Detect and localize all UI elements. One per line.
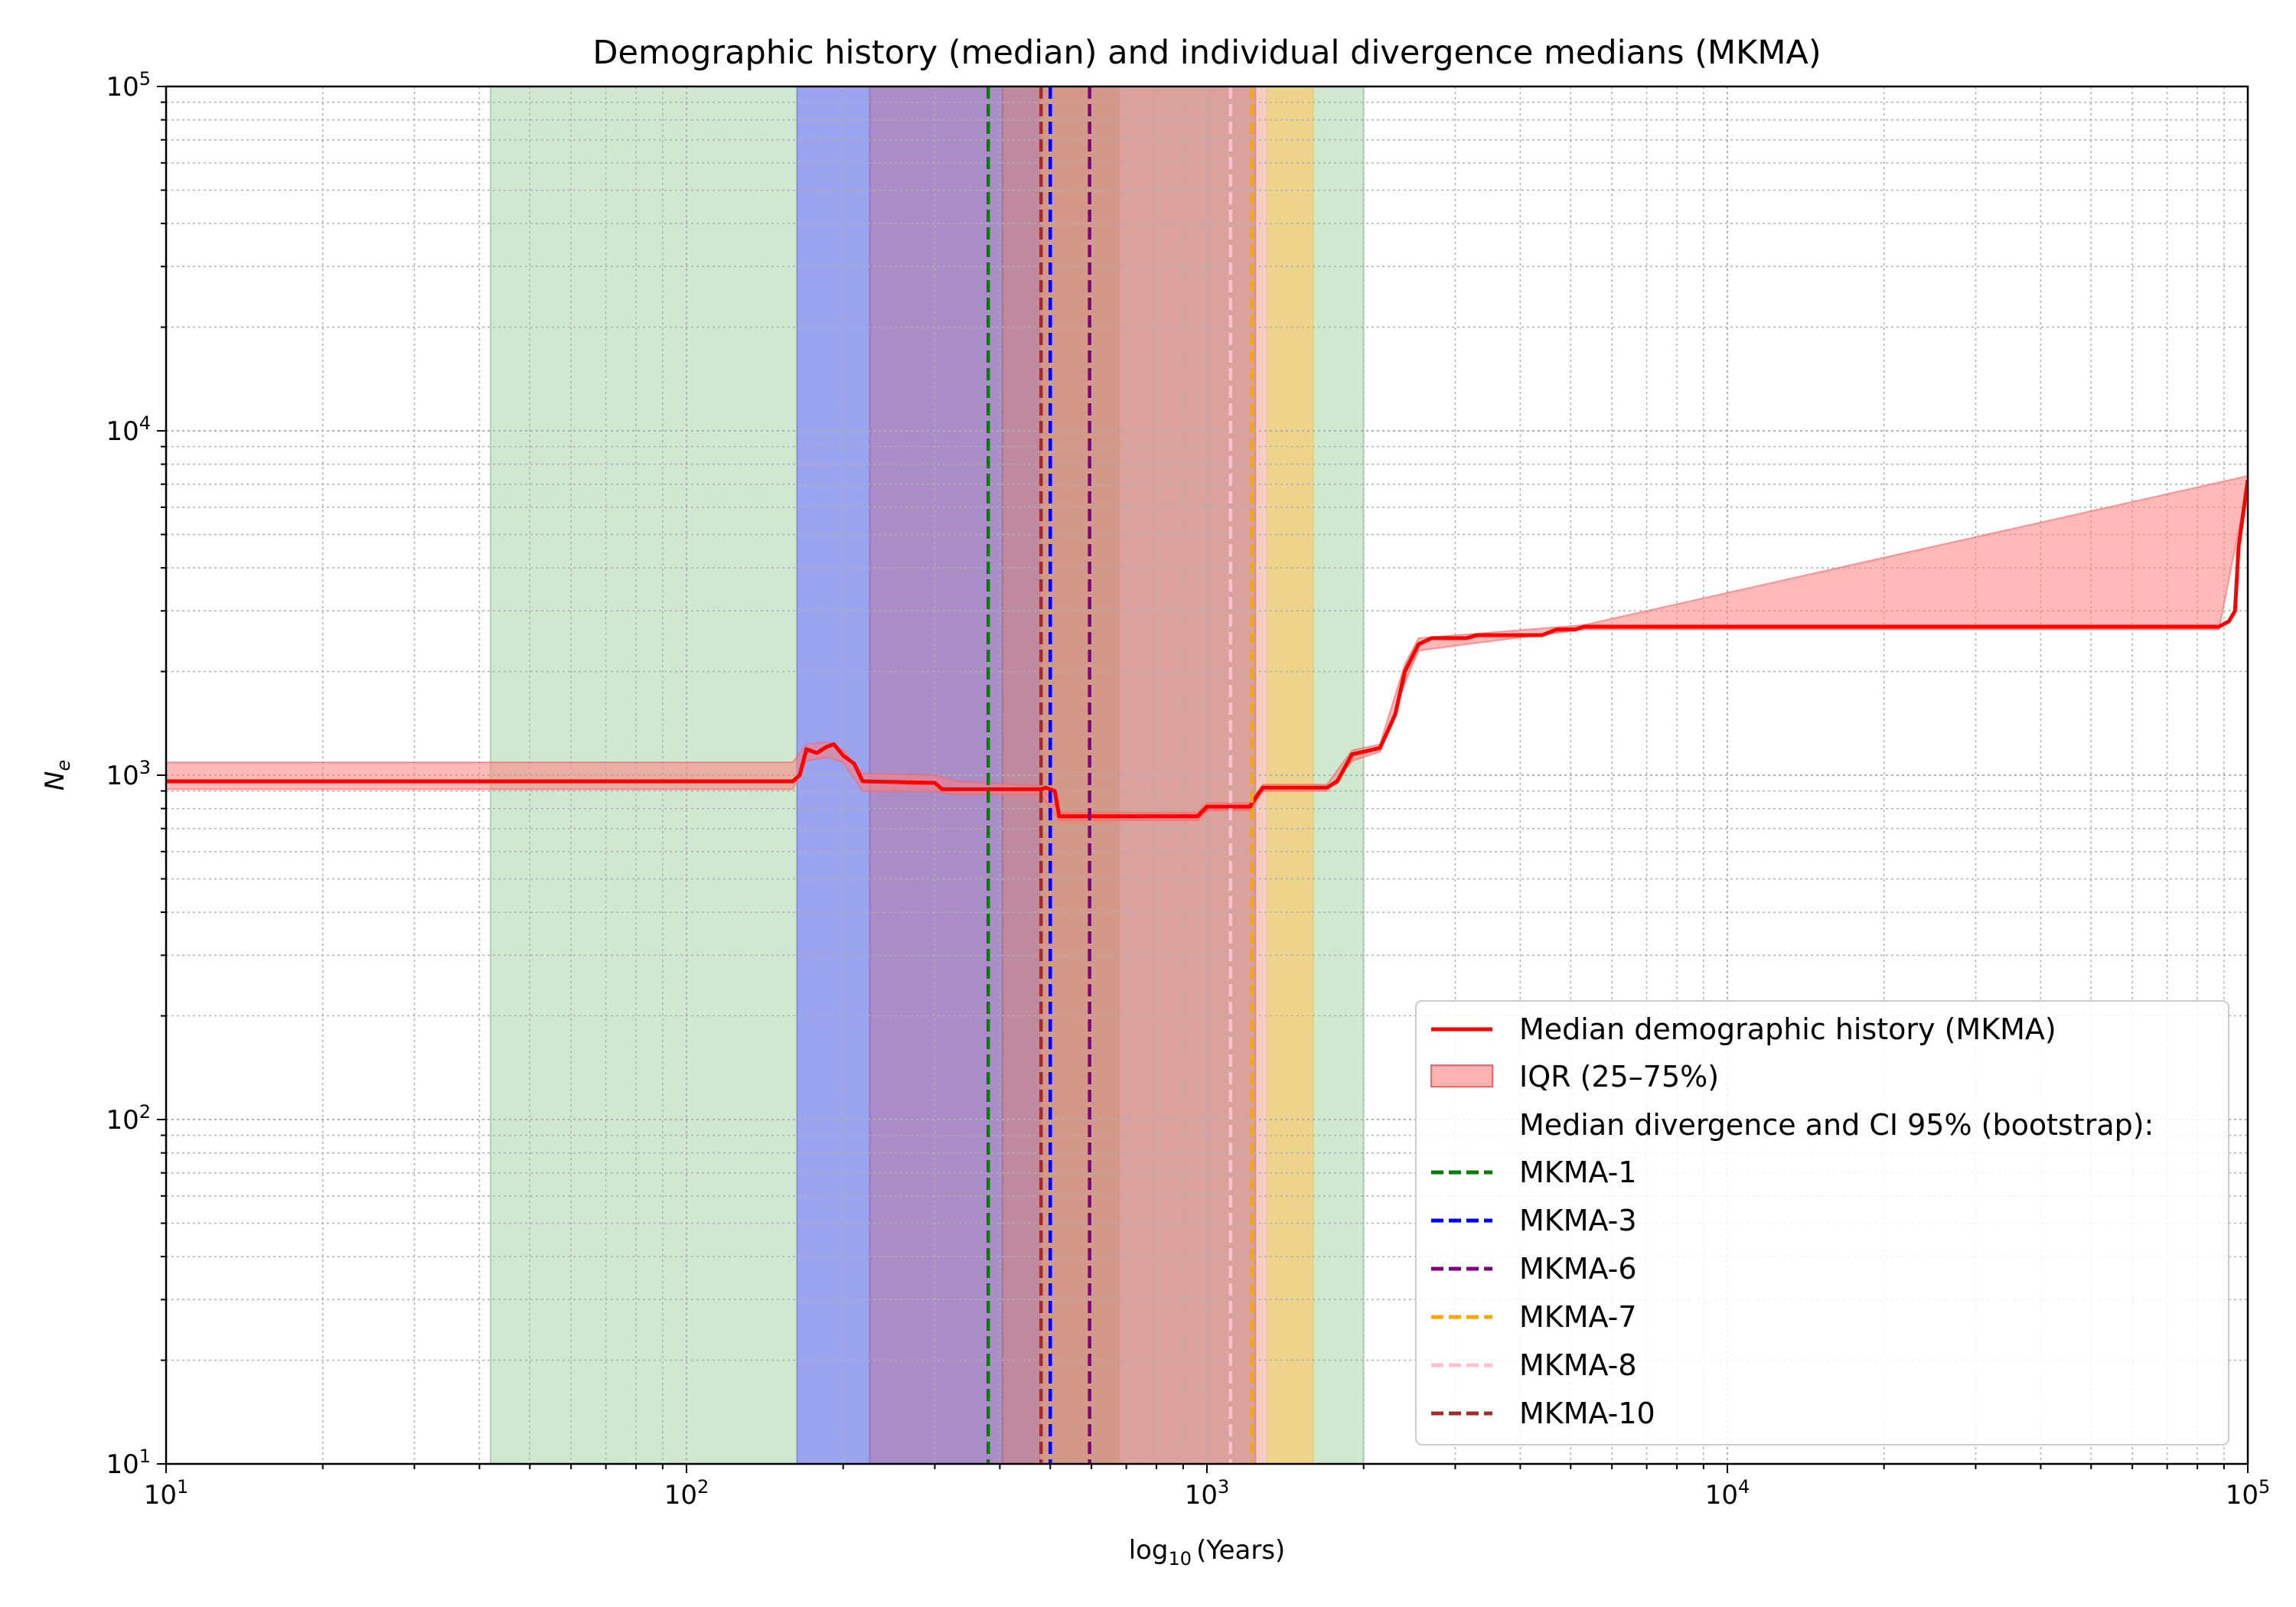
x-tick-label: 105	[2226, 1476, 2271, 1511]
legend: Median demographic history (MKMA) IQR (2…	[1415, 1000, 2229, 1446]
y-tick-label: 105	[106, 68, 151, 103]
legend-label-iqr: IQR (25–75%)	[1519, 1060, 1719, 1094]
grid-lines	[165, 86, 2249, 1465]
y-tick-label: 101	[106, 1446, 151, 1480]
median-line	[166, 479, 2248, 819]
iqr-band	[166, 474, 2248, 821]
x-axis-label: log10 (Years)	[1129, 1535, 1286, 1570]
legend-label-mkma-3: MKMA-3	[1519, 1204, 1637, 1237]
x-tick-label: 104	[1705, 1476, 1750, 1511]
legend-divergence-entries: MKMA-1 MKMA-3 MKMA-6 MKMA-7 MKMA-8 MKMA-10	[1431, 1156, 1655, 1430]
axis-ticks: 101 102 103 104 105 101 102 103 104 105	[106, 68, 2270, 1511]
x-tick-label: 103	[1185, 1476, 1230, 1511]
y-tick-label: 102	[106, 1101, 151, 1136]
x-tick-label: 101	[144, 1476, 189, 1511]
legend-label-mkma-1: MKMA-1	[1519, 1156, 1637, 1189]
legend-header: Median divergence and CI 95% (bootstrap)…	[1519, 1108, 2154, 1142]
legend-label-mkma-6: MKMA-6	[1519, 1252, 1637, 1286]
legend-label-median: Median demographic history (MKMA)	[1519, 1012, 2056, 1046]
chart-title: Demographic history (median) and individ…	[592, 34, 1821, 72]
y-axis-label: Ne	[40, 760, 74, 790]
legend-label-mkma-10: MKMA-10	[1519, 1397, 1655, 1430]
x-tick-label: 102	[664, 1476, 709, 1511]
y-tick-label: 103	[106, 757, 151, 791]
legend-frame	[1415, 1000, 2229, 1446]
legend-label-mkma-8: MKMA-8	[1519, 1348, 1637, 1382]
iqr-band-group	[166, 474, 2248, 821]
legend-swatch-iqr	[1430, 1064, 1493, 1087]
y-tick-label: 104	[106, 412, 151, 447]
divergence-lines	[987, 86, 1254, 1464]
legend-label-mkma-7: MKMA-7	[1519, 1300, 1637, 1334]
median-line-group	[166, 479, 2248, 819]
